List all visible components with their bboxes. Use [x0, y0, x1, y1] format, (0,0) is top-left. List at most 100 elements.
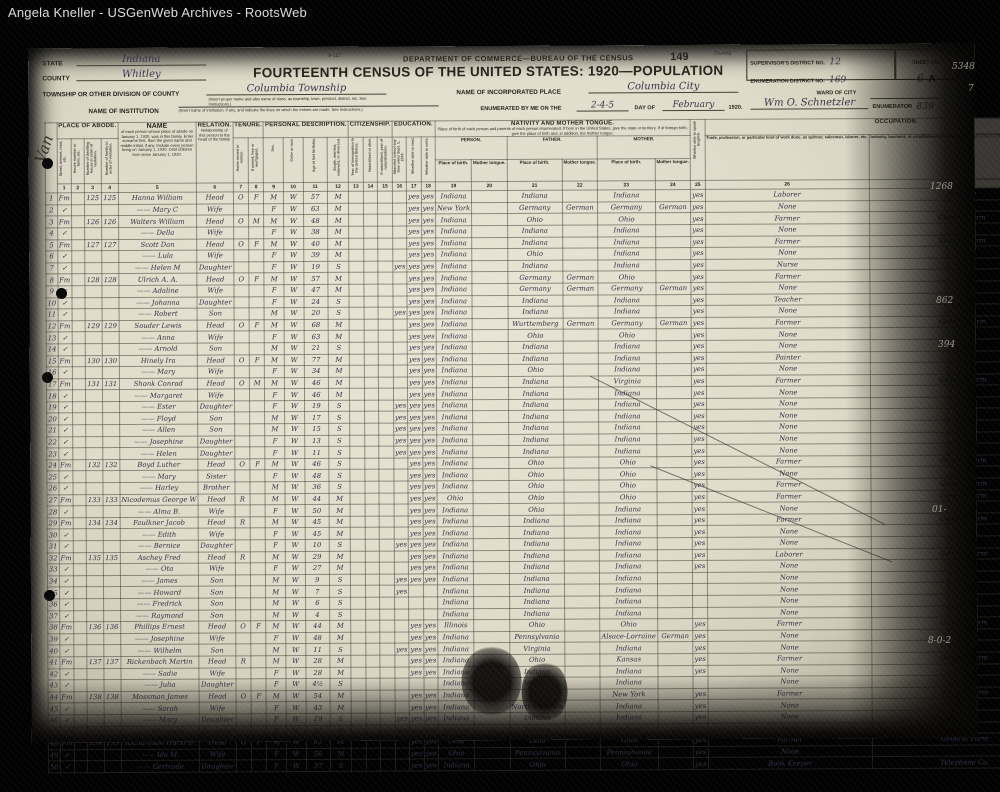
- cell-school: [392, 225, 407, 238]
- cell-marital: S: [328, 342, 350, 354]
- cell-marital: M: [329, 550, 351, 563]
- cell-owned: [234, 423, 250, 436]
- cell-write: yes: [421, 353, 437, 366]
- cell-pob_mother: Germany: [597, 201, 656, 214]
- row-number: 24: [46, 459, 59, 472]
- cell-house: [72, 505, 86, 518]
- cell-write: yes: [422, 422, 437, 435]
- cell-immigration: [349, 434, 365, 447]
- cell-english: yes: [691, 409, 707, 422]
- cell-color: W: [284, 469, 305, 482]
- cell-dwelling: [86, 563, 104, 576]
- cell-school: yes: [393, 411, 408, 424]
- cell-sex: F: [264, 226, 284, 239]
- cell-dwelling: [85, 529, 104, 541]
- cell-owned: [235, 632, 251, 645]
- cell-sex: M: [266, 609, 286, 621]
- row-number: 19: [46, 401, 59, 414]
- cell-pob_mother: Indiana: [598, 433, 657, 446]
- cell-tongue: [472, 445, 509, 458]
- cell-owned: [233, 226, 249, 239]
- cell-name: —— Josephine: [119, 435, 198, 448]
- subcolumn-place-of-birth: Place of birth.: [435, 159, 472, 183]
- cell-nat_year: [378, 307, 393, 319]
- cell-pob_mother: Indiana: [599, 537, 657, 550]
- cell-immigration: [349, 307, 364, 320]
- cell-age: 77: [303, 353, 329, 366]
- cell-owned: [234, 435, 250, 448]
- cell-pob_mother: Ohio: [598, 329, 656, 341]
- cell-school: [392, 318, 408, 331]
- cell-tongue_father: [563, 433, 599, 446]
- cell-name: Boyd Luther: [119, 458, 198, 471]
- cell-read: yes: [408, 457, 423, 470]
- cell-name: —— Mary C: [118, 203, 197, 216]
- cell-dwelling: 134: [85, 517, 103, 530]
- cell-immigration: [351, 747, 367, 760]
- cell-dwelling: [85, 447, 103, 460]
- cell-english: yes: [691, 317, 706, 329]
- cell-age: 27: [304, 562, 330, 575]
- cell-immigration: [350, 458, 365, 470]
- cell-read: yes: [408, 504, 423, 516]
- cell-pob_mother: Indiana: [598, 340, 656, 353]
- cell-read: yes: [406, 214, 422, 226]
- cell-tongue_mother: [656, 549, 693, 561]
- cell-school: [392, 202, 407, 215]
- cell-tongue_mother: German: [657, 630, 693, 643]
- cell-pob_mother: Indiana: [599, 584, 658, 596]
- cell-pob_father: Indiana: [507, 190, 563, 203]
- cell-owned: [234, 505, 251, 517]
- cell-immigration: [350, 527, 365, 540]
- cell-house: [73, 563, 87, 576]
- cell-dwelling: [87, 749, 105, 761]
- cell-pob: Indiana: [437, 596, 474, 609]
- cell-tongue_mother: [657, 641, 694, 654]
- county-value: Whitley: [76, 68, 207, 82]
- cell-marital: S: [329, 643, 352, 656]
- cell-nat_year: [378, 353, 394, 366]
- cell-house: [71, 297, 85, 309]
- cell-mortgage: [249, 481, 266, 494]
- cell-house: [73, 621, 87, 634]
- cell-family: [104, 749, 122, 761]
- cell-tongue_father: [563, 468, 600, 481]
- cell-nat_year: [377, 226, 393, 238]
- cell-name: —— Lula: [118, 250, 197, 263]
- cell-school: yes: [394, 573, 409, 586]
- cell-pob: Illinois: [437, 619, 474, 632]
- cell-marital: S: [329, 597, 351, 609]
- cell-house: [73, 633, 87, 646]
- cell-pob_father: Ohio: [509, 619, 565, 632]
- cell-read: yes: [408, 573, 424, 586]
- cell-immigration: [351, 759, 367, 772]
- cell-relation: Son: [198, 609, 236, 622]
- cell-owned: [236, 760, 252, 772]
- cell-owned: [235, 563, 251, 575]
- cell-naturalized: [363, 318, 379, 331]
- cell-immigration: [350, 643, 366, 656]
- cell-write: [423, 608, 438, 621]
- cell-school: [394, 654, 410, 667]
- cell-street: ✓: [59, 633, 74, 646]
- column-number: 23: [597, 180, 656, 191]
- vertical-column-label: Single, married, widowed, or divorced.: [333, 138, 341, 177]
- cell-family: [101, 285, 119, 298]
- cell-relation: Wife: [196, 226, 234, 239]
- row-number: 13: [46, 332, 58, 344]
- cell-pob_father: Ohio: [507, 248, 563, 261]
- cell-sex: F: [265, 446, 285, 459]
- cell-nat_year: [379, 562, 395, 574]
- cell-pob: Indiana: [437, 585, 474, 597]
- cell-tongue: [473, 584, 510, 597]
- cell-english: yes: [692, 560, 707, 573]
- cell-immigration: [349, 295, 364, 308]
- cell-tongue_father: [564, 630, 600, 643]
- cell-dwelling: [85, 413, 103, 425]
- cell-tongue: [473, 631, 510, 643]
- cell-write: yes: [421, 306, 437, 319]
- hole-punch: [56, 288, 67, 299]
- cell-read: yes: [407, 376, 423, 389]
- cell-pob_mother: Ohio: [598, 271, 656, 283]
- cell-mortgage: [250, 562, 266, 575]
